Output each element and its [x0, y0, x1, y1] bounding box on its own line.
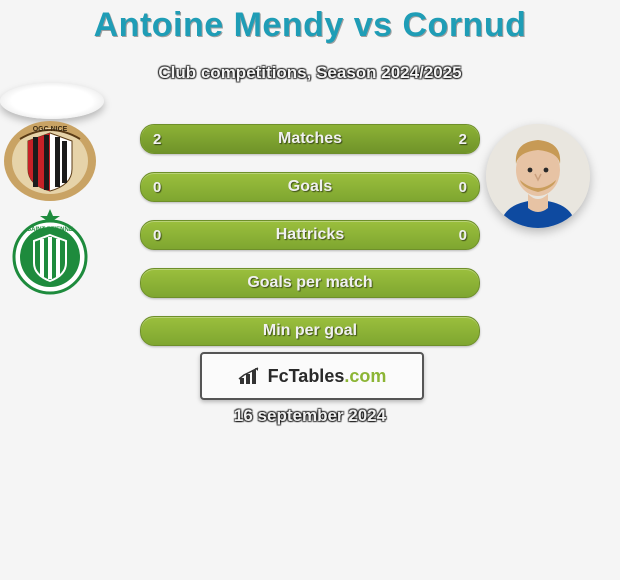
stat-value-right: 0	[459, 173, 467, 201]
svg-text:OGC NICE: OGC NICE	[33, 126, 68, 133]
stat-row-hattricks: 0 Hattricks 0	[140, 220, 480, 250]
club-right-crest: SAINT-ETIENNE ASSE	[0, 207, 100, 295]
subtitle: Club competitions, Season 2024/2025	[0, 63, 620, 83]
page-title: Antoine Mendy vs Cornud	[0, 0, 620, 45]
stat-row-matches: 2 Matches 2	[140, 124, 480, 154]
stat-value-left: 0	[153, 173, 161, 201]
logo-text: FcTables.com	[268, 366, 387, 387]
asse-crest-icon: SAINT-ETIENNE ASSE	[0, 207, 100, 295]
club-left-crest: OGC NICE	[0, 119, 100, 207]
stat-label: Goals	[141, 173, 479, 201]
comparison-card: Antoine Mendy vs Cornud Club competition…	[0, 0, 620, 580]
fctables-logo[interactable]: FcTables.com	[200, 352, 424, 400]
stat-bars: 2 Matches 2 0 Goals 0 0 Hattricks 0 Goal…	[140, 124, 480, 364]
ogc-nice-crest-icon: OGC NICE	[0, 119, 100, 207]
stat-row-goals-per-match: Goals per match	[140, 268, 480, 298]
stat-label: Hattricks	[141, 221, 479, 249]
date-label: 16 september 2024	[0, 406, 620, 426]
bar-chart-icon	[238, 366, 262, 386]
stat-row-min-per-goal: Min per goal	[140, 316, 480, 346]
svg-text:SAINT-ETIENNE: SAINT-ETIENNE	[27, 227, 73, 233]
stat-row-goals: 0 Goals 0	[140, 172, 480, 202]
stat-label: Min per goal	[141, 317, 479, 345]
player-right-avatar	[486, 124, 590, 228]
player-right-portrait-icon	[486, 124, 590, 228]
player-left-avatar	[0, 83, 104, 119]
logo-text-suffix: .com	[344, 366, 386, 386]
stat-label: Goals per match	[141, 269, 479, 297]
stat-value-left: 0	[153, 221, 161, 249]
logo-text-main: FcTables	[268, 366, 345, 386]
stat-fill-left	[141, 125, 310, 153]
stat-value-right: 0	[459, 221, 467, 249]
stat-fill-right	[310, 125, 479, 153]
